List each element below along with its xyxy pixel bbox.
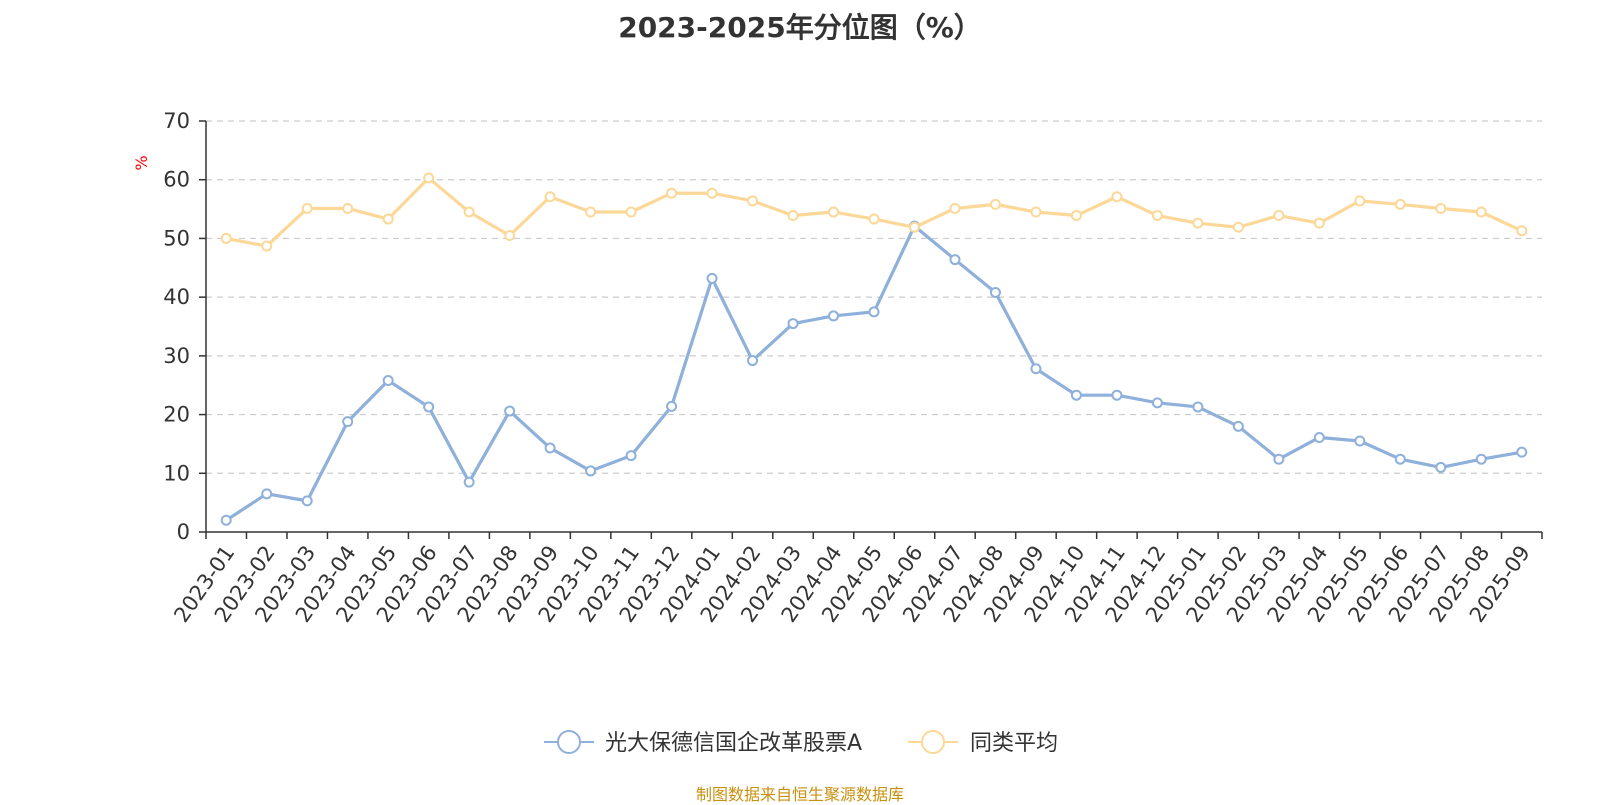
- legend-item[interactable]: 光大保德信国企改革股票A: [544, 730, 862, 756]
- data-point: [342, 416, 354, 428]
- data-point: [949, 254, 961, 266]
- data-point: [1273, 210, 1285, 222]
- legend-label: 光大保德信国企改革股票A: [605, 731, 862, 756]
- chart-title: 2023-2025年分位图（%）: [618, 11, 982, 44]
- data-point: [1435, 461, 1447, 473]
- data-point: [1232, 221, 1244, 233]
- data-point: [868, 306, 880, 318]
- data-point: [1516, 446, 1528, 458]
- data-point: [544, 442, 556, 454]
- y-tick-label: 10: [163, 461, 190, 485]
- y-axis-label: %: [132, 155, 151, 170]
- legend-swatch-circle: [921, 730, 945, 754]
- data-point: [1435, 202, 1447, 214]
- data-point: [544, 191, 556, 203]
- data-point: [1475, 206, 1487, 218]
- data-point: [1111, 191, 1123, 203]
- data-point: [423, 401, 435, 413]
- data-point: [1030, 363, 1042, 375]
- data-point: [342, 202, 354, 214]
- data-point: [382, 375, 394, 387]
- data-point: [1192, 401, 1204, 413]
- data-point: [220, 514, 232, 526]
- data-point: [1354, 435, 1366, 447]
- data-point: [1516, 225, 1528, 237]
- data-point: [1151, 210, 1163, 222]
- y-tick-label: 0: [177, 520, 190, 544]
- data-point: [949, 202, 961, 214]
- data-point: [989, 286, 1001, 298]
- data-point: [747, 355, 759, 367]
- data-point: [787, 318, 799, 330]
- data-point: [382, 213, 394, 225]
- series-group: [220, 220, 1528, 526]
- data-point: [301, 495, 313, 507]
- data-point: [989, 198, 1001, 210]
- y-tick-label: 70: [163, 109, 190, 133]
- data-point: [504, 229, 516, 241]
- legend-swatch-circle: [557, 730, 581, 754]
- data-point: [828, 310, 840, 322]
- data-point: [1070, 389, 1082, 401]
- data-point: [220, 232, 232, 244]
- data-point: [1394, 198, 1406, 210]
- data-point: [1192, 217, 1204, 229]
- data-point: [463, 206, 475, 218]
- legend[interactable]: 光大保德信国企改革股票A 同类平均: [544, 730, 1058, 756]
- data-point: [706, 187, 718, 199]
- legend-item[interactable]: 同类平均: [908, 730, 1058, 756]
- data-source-note: 制图数据来自恒生聚源数据库: [695, 785, 904, 804]
- data-point: [666, 187, 678, 199]
- data-point: [1475, 453, 1487, 465]
- data-point: [1111, 389, 1123, 401]
- data-point: [747, 195, 759, 207]
- data-point: [1313, 431, 1325, 443]
- series-line: [224, 224, 1524, 522]
- data-point: [1273, 453, 1285, 465]
- data-point: [1070, 210, 1082, 222]
- y-tick-label: 20: [163, 403, 190, 427]
- data-point: [1313, 217, 1325, 229]
- data-point: [908, 221, 920, 233]
- data-point: [463, 476, 475, 488]
- data-point: [828, 206, 840, 218]
- data-point: [423, 172, 435, 184]
- y-tick-label: 50: [163, 226, 190, 250]
- data-point: [787, 210, 799, 222]
- y-tick-label: 40: [163, 285, 190, 309]
- data-point: [504, 405, 516, 417]
- data-point: [625, 450, 637, 462]
- series-line: [224, 176, 1524, 248]
- data-point: [1354, 195, 1366, 207]
- data-point: [261, 488, 273, 500]
- series-lines: [220, 172, 1528, 526]
- series-group: [220, 172, 1528, 252]
- data-point: [301, 202, 313, 214]
- data-point: [625, 206, 637, 218]
- data-point: [1232, 420, 1244, 432]
- data-point: [585, 465, 597, 477]
- grid-lines: [206, 120, 1542, 474]
- data-point: [585, 206, 597, 218]
- data-point: [1394, 453, 1406, 465]
- data-point: [261, 240, 273, 252]
- data-point: [666, 400, 678, 412]
- data-point: [1030, 206, 1042, 218]
- data-point: [868, 213, 880, 225]
- legend-label: 同类平均: [970, 731, 1058, 756]
- data-point: [1151, 397, 1163, 409]
- axes: 010203040506070%2023-012023-022023-03202…: [132, 109, 1543, 627]
- y-tick-label: 60: [163, 168, 190, 192]
- data-point: [706, 272, 718, 284]
- y-tick-label: 30: [163, 344, 190, 368]
